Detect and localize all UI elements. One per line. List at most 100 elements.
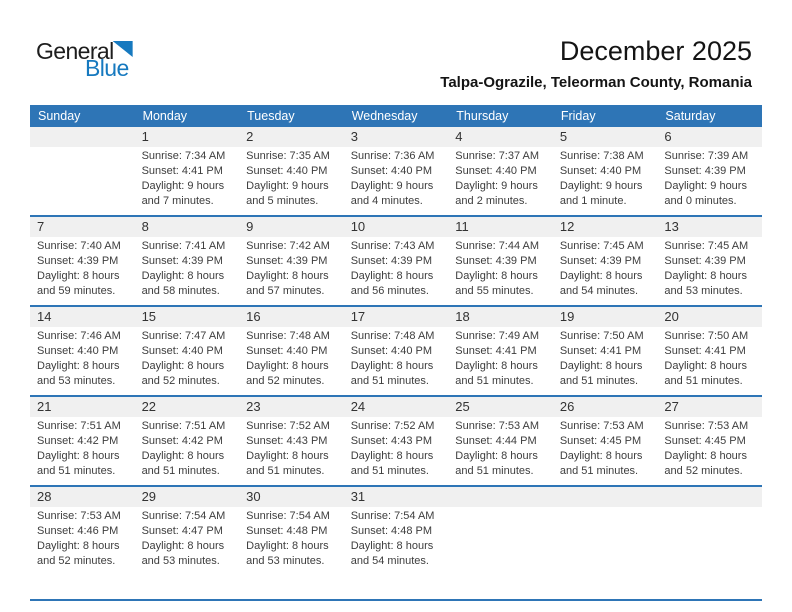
day-sunrise-text: Sunrise: 7:52 AM — [246, 420, 330, 432]
day-cell: Sunrise: 7:53 AM Sunset: 4:45 PM Daylight:… — [553, 417, 658, 485]
day-sunrise-text: Sunrise: 7:37 AM — [455, 150, 540, 162]
day-sunrise-text: Sunrise: 7:44 AM — [455, 240, 540, 252]
day-cell: Sunrise: 7:37 AM Sunset: 4:40 PM Daylight:… — [448, 147, 553, 215]
day-sunrise-text: Sunrise: 7:40 AM — [37, 240, 121, 252]
day-number: 10 — [350, 219, 366, 234]
day-cell: Sunrise: 7:49 AM Sunset: 4:41 PM Daylight:… — [448, 327, 553, 395]
empty-day-number — [657, 487, 762, 507]
day-number-band: 7 8 9 10 11 12 13 — [30, 217, 762, 237]
day-cell: Sunrise: 7:48 AM Sunset: 4:40 PM Daylight:… — [344, 327, 449, 395]
day-sunrise-text: Sunrise: 7:53 AM — [37, 510, 121, 522]
day-sunset-text: Sunset: 4:47 PM — [141, 525, 223, 537]
day-number: 26 — [559, 399, 575, 414]
day-daylight-text: Daylight: 8 hours and 51 minutes. — [141, 450, 225, 477]
logo-text-general: General — [36, 38, 114, 64]
day-sunrise-text: Sunrise: 7:54 AM — [246, 510, 330, 522]
day-number: 29 — [141, 489, 157, 504]
day-daylight-text: Daylight: 8 hours and 51 minutes. — [350, 450, 434, 477]
day-sunset-text: Sunset: 4:40 PM — [350, 165, 433, 177]
empty-day-number — [448, 487, 553, 507]
day-sunrise-text: Sunrise: 7:51 AM — [141, 420, 226, 432]
day-number: 2 — [246, 129, 254, 144]
logo-text-blue: Blue — [85, 55, 129, 81]
day-sunrise-text: Sunrise: 7:42 AM — [246, 240, 330, 252]
day-daylight-text: Daylight: 8 hours and 59 minutes. — [37, 270, 120, 297]
day-number-band: 28 29 30 31 — [30, 487, 762, 507]
day-details-row: Sunrise: 7:34 AM Sunset: 4:41 PM Daylight:… — [30, 147, 762, 215]
day-cell: Sunrise: 7:52 AM Sunset: 4:43 PM Daylight:… — [239, 417, 344, 485]
day-number: 23 — [246, 399, 261, 414]
day-sunrise-text: Sunrise: 7:45 AM — [559, 240, 644, 252]
day-sunrise-text: Sunrise: 7:39 AM — [664, 150, 749, 162]
day-sunset-text: Sunset: 4:40 PM — [246, 345, 328, 357]
day-sunset-text: Sunset: 4:39 PM — [141, 255, 223, 267]
day-sunset-text: Sunset: 4:40 PM — [246, 165, 328, 177]
day-daylight-text: Daylight: 9 hours and 1 minute. — [559, 180, 643, 207]
day-daylight-text: Daylight: 8 hours and 51 minutes. — [559, 360, 643, 387]
day-sunset-text: Sunset: 4:41 PM — [559, 345, 642, 357]
day-cell: Sunrise: 7:35 AM Sunset: 4:40 PM Daylight:… — [239, 147, 344, 215]
day-sunrise-text: Sunrise: 7:53 AM — [455, 420, 540, 432]
day-sunset-text: Sunset: 4:39 PM — [37, 255, 119, 267]
week-row: 28 29 30 31 Sunrise: 7:53 AM Sunset: 4:46 PM D… — [30, 485, 762, 575]
day-daylight-text: Daylight: 9 hours and 7 minutes. — [141, 180, 225, 207]
empty-day-number — [30, 127, 135, 147]
day-sunrise-text: Sunrise: 7:54 AM — [350, 510, 435, 522]
day-cell: Sunrise: 7:44 AM Sunset: 4:39 PM Daylight:… — [448, 237, 553, 305]
day-daylight-text: Daylight: 8 hours and 51 minutes. — [37, 450, 120, 477]
day-cell: Sunrise: 7:53 AM Sunset: 4:46 PM Daylight:… — [30, 507, 135, 575]
day-number: 12 — [559, 219, 575, 234]
day-sunrise-text: Sunrise: 7:43 AM — [350, 240, 435, 252]
day-sunrise-text: Sunrise: 7:48 AM — [350, 330, 435, 342]
day-sunrise-text: Sunrise: 7:50 AM — [664, 330, 749, 342]
day-sunset-text: Sunset: 4:39 PM — [664, 165, 746, 177]
day-cell: Sunrise: 7:40 AM Sunset: 4:39 PM Daylight:… — [30, 237, 135, 305]
day-daylight-text: Daylight: 8 hours and 53 minutes. — [664, 270, 747, 297]
footer-divider-line — [30, 599, 762, 601]
day-sunset-text: Sunset: 4:43 PM — [350, 435, 433, 447]
week-row: 14 15 16 17 18 19 20 Sunrise: 7:46 AM Sunset: 4:… — [30, 305, 762, 395]
day-cell: Sunrise: 7:45 AM Sunset: 4:39 PM Daylight:… — [657, 237, 762, 305]
day-number: 4 — [455, 129, 463, 144]
day-daylight-text: Daylight: 8 hours and 52 minutes. — [664, 450, 747, 477]
day-sunset-text: Sunset: 4:40 PM — [559, 165, 642, 177]
day-number: 31 — [350, 489, 366, 504]
day-sunset-text: Sunset: 4:42 PM — [37, 435, 119, 447]
day-daylight-text: Daylight: 8 hours and 51 minutes. — [455, 360, 538, 387]
day-cell: Sunrise: 7:42 AM Sunset: 4:39 PM Daylight:… — [239, 237, 344, 305]
day-number: 30 — [246, 489, 261, 504]
weekday-header-tuesday: Tuesday — [247, 109, 295, 123]
calendar-grid: Sunday Monday Tuesday Wednesday Thursday Frid… — [30, 105, 762, 575]
day-number-band: 14 15 16 17 18 19 20 — [30, 307, 762, 327]
day-sunrise-text: Sunrise: 7:36 AM — [350, 150, 435, 162]
day-daylight-text: Daylight: 9 hours and 2 minutes. — [455, 180, 538, 207]
day-cell: Sunrise: 7:50 AM Sunset: 4:41 PM Daylight:… — [553, 327, 658, 395]
week-row: 1 2 3 4 5 6 Sunrise: 7:34 AM Sunset: 4:41 PM Day… — [30, 127, 762, 215]
day-cell: Sunrise: 7:34 AM Sunset: 4:41 PM Daylight:… — [135, 147, 240, 215]
day-cell: Sunrise: 7:51 AM Sunset: 4:42 PM Daylight:… — [135, 417, 240, 485]
day-number: 3 — [350, 129, 358, 144]
day-number: 21 — [37, 399, 52, 414]
day-number: 15 — [141, 309, 157, 324]
day-sunset-text: Sunset: 4:41 PM — [455, 345, 537, 357]
day-sunset-text: Sunset: 4:39 PM — [246, 255, 328, 267]
day-cell: Sunrise: 7:38 AM Sunset: 4:40 PM Daylight:… — [553, 147, 658, 215]
day-details-row: Sunrise: 7:53 AM Sunset: 4:46 PM Daylight:… — [30, 507, 762, 575]
day-sunset-text: Sunset: 4:39 PM — [664, 255, 746, 267]
day-daylight-text: Daylight: 9 hours and 5 minutes. — [246, 180, 329, 207]
day-number: 27 — [664, 399, 679, 414]
day-cell: Sunrise: 7:52 AM Sunset: 4:43 PM Daylight:… — [344, 417, 449, 485]
day-sunset-text: Sunset: 4:40 PM — [37, 345, 119, 357]
day-number: 11 — [455, 219, 469, 234]
day-cell: Sunrise: 7:39 AM Sunset: 4:39 PM Daylight:… — [657, 147, 762, 215]
empty-day-cell — [657, 507, 762, 575]
day-number: 28 — [37, 489, 52, 504]
day-daylight-text: Daylight: 8 hours and 58 minutes. — [141, 270, 225, 297]
day-daylight-text: Daylight: 8 hours and 53 minutes. — [246, 540, 329, 567]
day-cell: Sunrise: 7:51 AM Sunset: 4:42 PM Daylight:… — [30, 417, 135, 485]
day-number: 8 — [141, 219, 149, 234]
day-sunrise-text: Sunrise: 7:41 AM — [141, 240, 226, 252]
page-subtitle: Talpa-Ograzile, Teleorman County, Romani… — [440, 74, 752, 91]
weekday-header-wednesday: Wednesday — [351, 109, 418, 123]
day-number: 24 — [350, 399, 366, 414]
